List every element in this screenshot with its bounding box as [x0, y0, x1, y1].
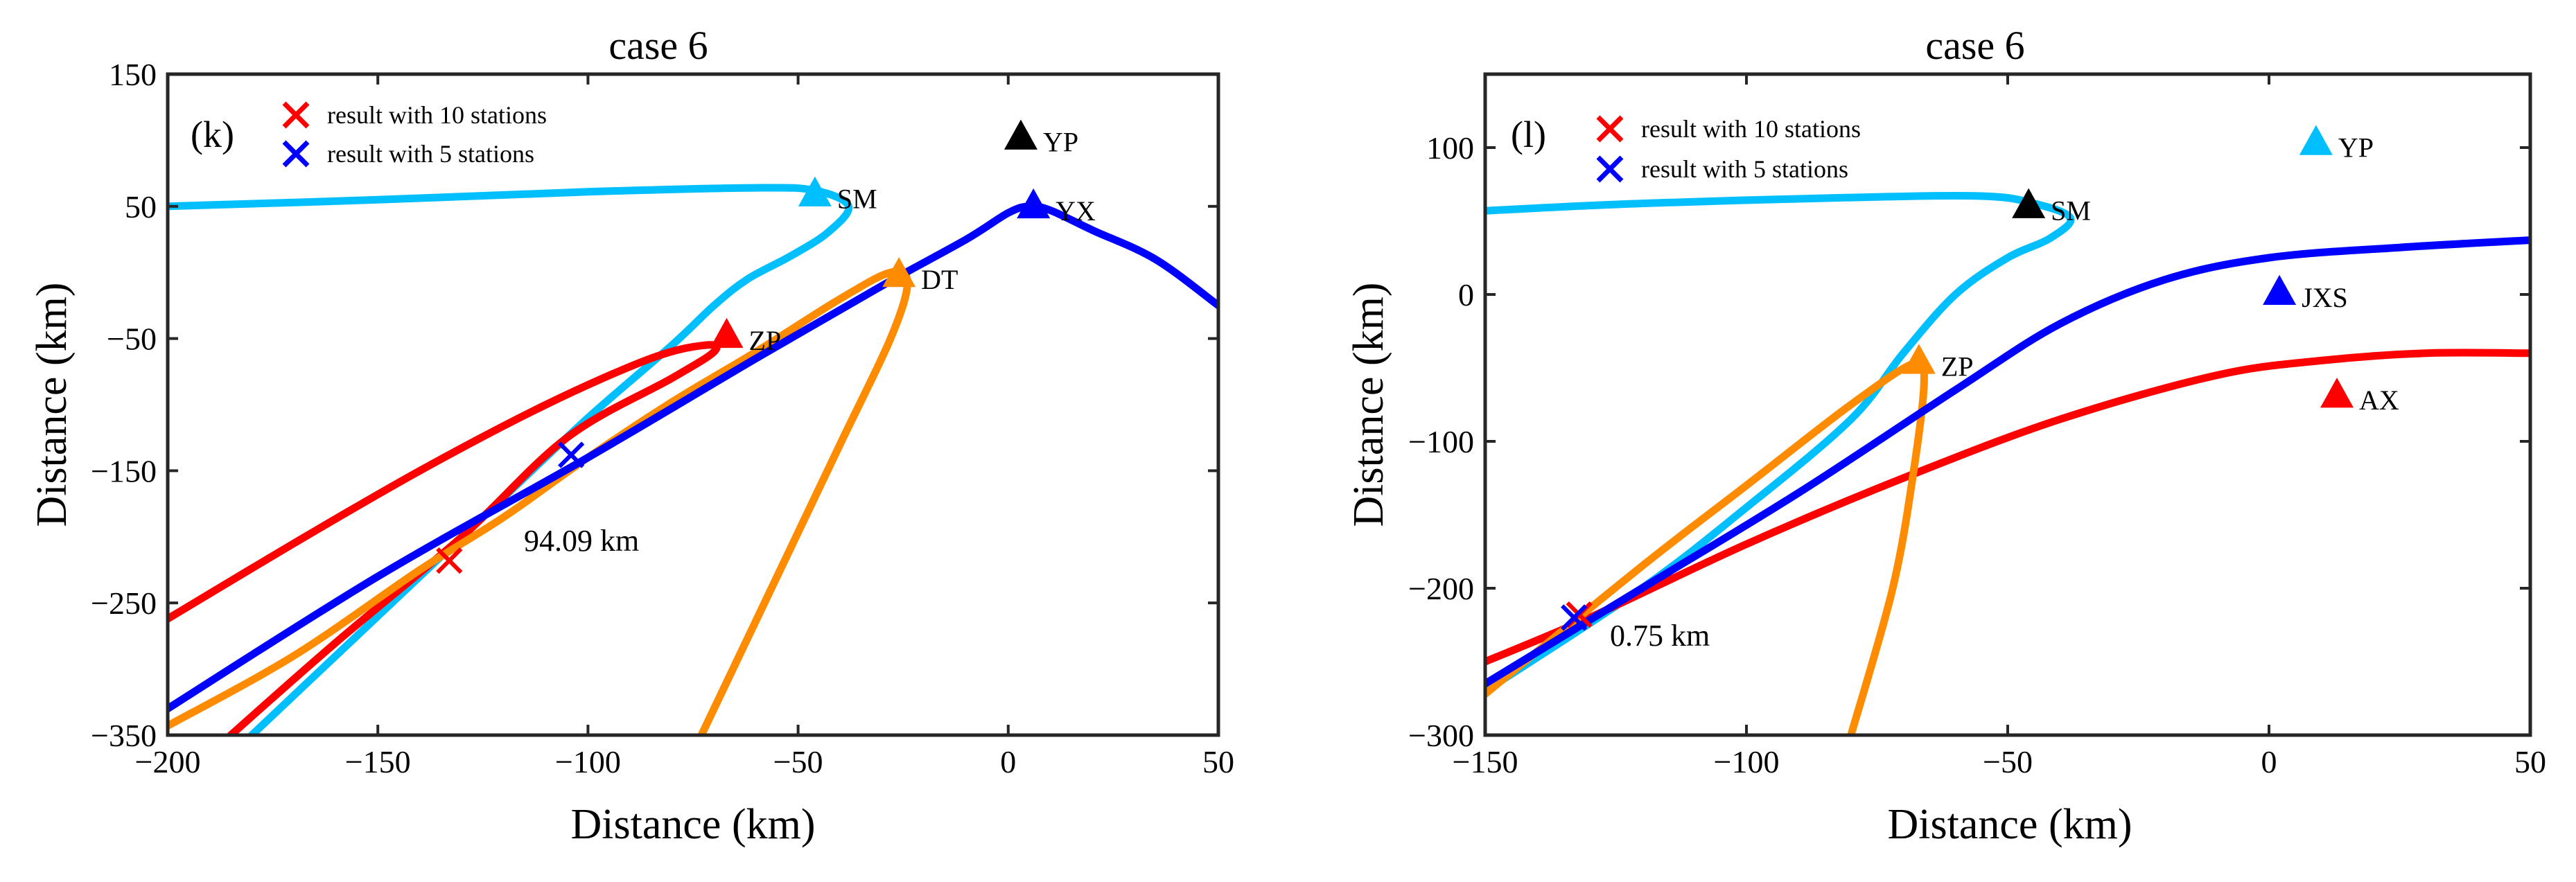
x-axis-label-l: Distance (km): [1888, 801, 2132, 848]
panel-label-k: (k): [191, 114, 234, 155]
series-lines-k: [168, 184, 1218, 735]
series-line-4: [1485, 236, 2530, 688]
x-tick-label: −50: [1983, 744, 2033, 779]
series-line-1: [1485, 191, 2075, 695]
distance-annotation-l: 0.75 km: [1610, 619, 1710, 653]
panel-l: case 6 YP SM JXS ZP AX −150 −100 −50 0 50 −300 −20…: [1345, 23, 2546, 848]
x-tick-label: −100: [1714, 744, 1780, 779]
station-label-yp: YP: [2338, 132, 2374, 164]
x-tick-label: −150: [345, 744, 411, 779]
legend-label-10-stations-l: result with 10 stations: [1641, 115, 1861, 143]
legend-label-10-stations-k: result with 10 stations: [327, 101, 547, 129]
legend-label-5-stations-l: result with 5 stations: [1641, 155, 1848, 183]
y-tick-label: −300: [1408, 718, 1474, 753]
y-tick-label: 50: [125, 189, 157, 224]
axis-ticks-k: −200 −150 −100 −50 0 50 −350 −250 −150 −50 50 150: [91, 57, 1234, 779]
x-tick-label: 0: [2261, 744, 2277, 779]
station-marker-yp: [1004, 119, 1037, 150]
station-marker-dt: [882, 257, 916, 288]
station-label-ax: AX: [2359, 385, 2399, 416]
station-marker-zp: [1902, 344, 1936, 374]
series-line-3: [1485, 358, 1929, 735]
legend-marker-10-stations-l: [1596, 115, 1624, 143]
result-cross-10-stations: [436, 547, 463, 574]
station-marker-sm: [798, 176, 832, 206]
y-axis-label-k: Distance (km): [28, 283, 76, 527]
station-label-zp: ZP: [749, 325, 782, 356]
y-tick-label: 0: [1458, 277, 1474, 312]
series-line-1: [168, 184, 853, 735]
x-tick-label: −50: [773, 744, 823, 779]
station-label-zp: ZP: [1941, 351, 1974, 382]
result-crosses-l: [1561, 601, 1593, 631]
x-axis-label-k: Distance (km): [571, 801, 816, 848]
chart-title-l: case 6: [1925, 23, 2024, 68]
series-lines-l: [1485, 191, 2530, 735]
y-tick-label: −100: [1408, 424, 1474, 459]
legend-label-5-stations-k: result with 5 stations: [327, 140, 534, 168]
axis-ticks-l: −150 −100 −50 0 50 −300 −200 −100 0 100: [1408, 74, 2546, 779]
legend-l: result with 10 stations result with 5 st…: [1596, 115, 1861, 183]
station-marker-sm: [2012, 188, 2046, 218]
y-tick-label: −150: [91, 453, 157, 488]
y-tick-label: 150: [109, 57, 157, 92]
x-tick-label: −100: [555, 744, 621, 779]
legend-k: result with 10 stations result with 5 st…: [282, 101, 547, 168]
cross-stroke: [558, 441, 585, 468]
station-marker-jxs: [2263, 274, 2297, 305]
station-label-jxs: JXS: [2302, 282, 2348, 313]
station-label-yx: YX: [1055, 195, 1096, 227]
station-label-dt: DT: [921, 264, 958, 295]
result-cross-5-stations: [558, 441, 585, 468]
station-marker-zp: [710, 317, 744, 349]
legend-marker-5-stations-k: [282, 140, 310, 168]
chart-title-k: case 6: [608, 23, 708, 68]
station-label-yp: YP: [1043, 127, 1078, 158]
x-tick-label: −200: [135, 744, 201, 779]
x-tick-label: −150: [1453, 744, 1518, 779]
cross-stroke: [1561, 604, 1588, 631]
y-tick-label: −350: [91, 718, 157, 753]
y-tick-label: −50: [107, 321, 157, 357]
panel-k: case 6 YP SM YX DT ZP −200 −150 −100 −50 0 50 −350…: [28, 23, 1234, 848]
panel-label-l: (l): [1511, 114, 1546, 155]
x-tick-label: 50: [1202, 744, 1234, 779]
legend-marker-10-stations-k: [282, 101, 310, 129]
legend-marker-5-stations-l: [1596, 155, 1624, 183]
x-tick-label: 0: [1000, 744, 1016, 779]
station-label-sm: SM: [837, 184, 877, 215]
result-cross-5-stations: [1561, 604, 1588, 631]
y-axis-label-l: Distance (km): [1345, 283, 1392, 527]
station-marker-yx: [1017, 188, 1051, 219]
y-tick-label: −250: [91, 585, 157, 621]
y-tick-label: 100: [1426, 130, 1474, 166]
cross-stroke: [436, 547, 463, 574]
station-marker-yp: [2299, 125, 2333, 155]
station-marker-ax: [2320, 378, 2354, 408]
distance-annotation-k: 94.09 km: [524, 524, 639, 558]
x-tick-label: 50: [2514, 744, 2546, 779]
stations-l: YP SM JXS ZP AX: [1902, 125, 2399, 416]
result-crosses-k: [436, 441, 585, 574]
plot-frame-k: [166, 72, 1220, 737]
station-label-sm: SM: [2051, 195, 2091, 227]
series-line-3: [168, 267, 911, 735]
stations-k: YP SM YX DT ZP: [710, 119, 1096, 356]
series-line-2: [1485, 349, 2530, 666]
y-tick-label: −200: [1408, 571, 1474, 606]
